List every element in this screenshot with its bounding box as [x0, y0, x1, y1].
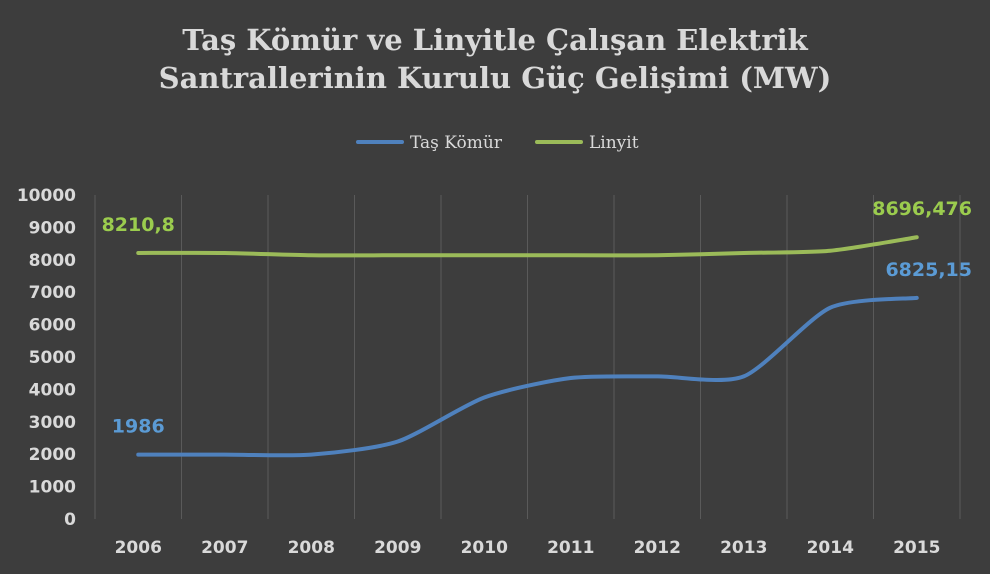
y-axis-ticks: 0 1000 2000 3000 4000 5000 6000 7000 8000 9000 100…: [17, 186, 76, 530]
y-tick-label: 8000: [29, 251, 76, 271]
series-line-linyit: [136, 235, 919, 258]
grid: [94, 195, 961, 519]
x-axis-ticks: 2006 2007 2008 2009 2010 2011 2012 2013 2014 2015: [115, 538, 941, 558]
y-tick-label: 9000: [29, 218, 76, 238]
x-tick-label: 2011: [547, 538, 594, 558]
y-tick-label: 2000: [29, 445, 76, 465]
legend: Taş Kömür Linyit: [356, 133, 639, 153]
y-tick-label: 10000: [17, 186, 76, 206]
legend-label-linyit: Linyit: [589, 133, 639, 153]
data-label: 1986: [112, 416, 165, 438]
y-tick-label: 5000: [29, 348, 76, 368]
x-tick-label: 2008: [288, 538, 335, 558]
data-label: 8696,476: [872, 198, 972, 220]
chart-title-line-1: Taş Kömür ve Linyitle Çalışan Elektrik: [182, 23, 808, 57]
data-label: 8210,8: [102, 214, 175, 236]
data-label: 6825,15: [885, 259, 972, 281]
y-tick-label: 0: [64, 510, 76, 530]
y-tick-label: 1000: [29, 478, 76, 498]
y-tick-label: 6000: [29, 316, 76, 336]
series-lines: [136, 235, 919, 458]
x-tick-label: 2014: [807, 538, 854, 558]
series-line-tas-komur: [136, 295, 919, 458]
y-tick-label: 3000: [29, 413, 76, 433]
x-tick-label: 2013: [720, 538, 767, 558]
x-tick-label: 2015: [893, 538, 940, 558]
x-tick-label: 2006: [115, 538, 162, 558]
x-tick-label: 2007: [201, 538, 248, 558]
legend-label-tas-komur: Taş Kömür: [410, 133, 503, 153]
y-tick-label: 7000: [29, 283, 76, 303]
chart-title-line-2: Santrallerinin Kurulu Güç Gelişimi (MW): [159, 61, 832, 95]
y-tick-label: 4000: [29, 380, 76, 400]
x-tick-label: 2010: [461, 538, 508, 558]
x-tick-label: 2012: [634, 538, 681, 558]
data-labels: 1986 6825,15 8210,8 8696,476: [102, 198, 972, 437]
x-tick-label: 2009: [374, 538, 421, 558]
